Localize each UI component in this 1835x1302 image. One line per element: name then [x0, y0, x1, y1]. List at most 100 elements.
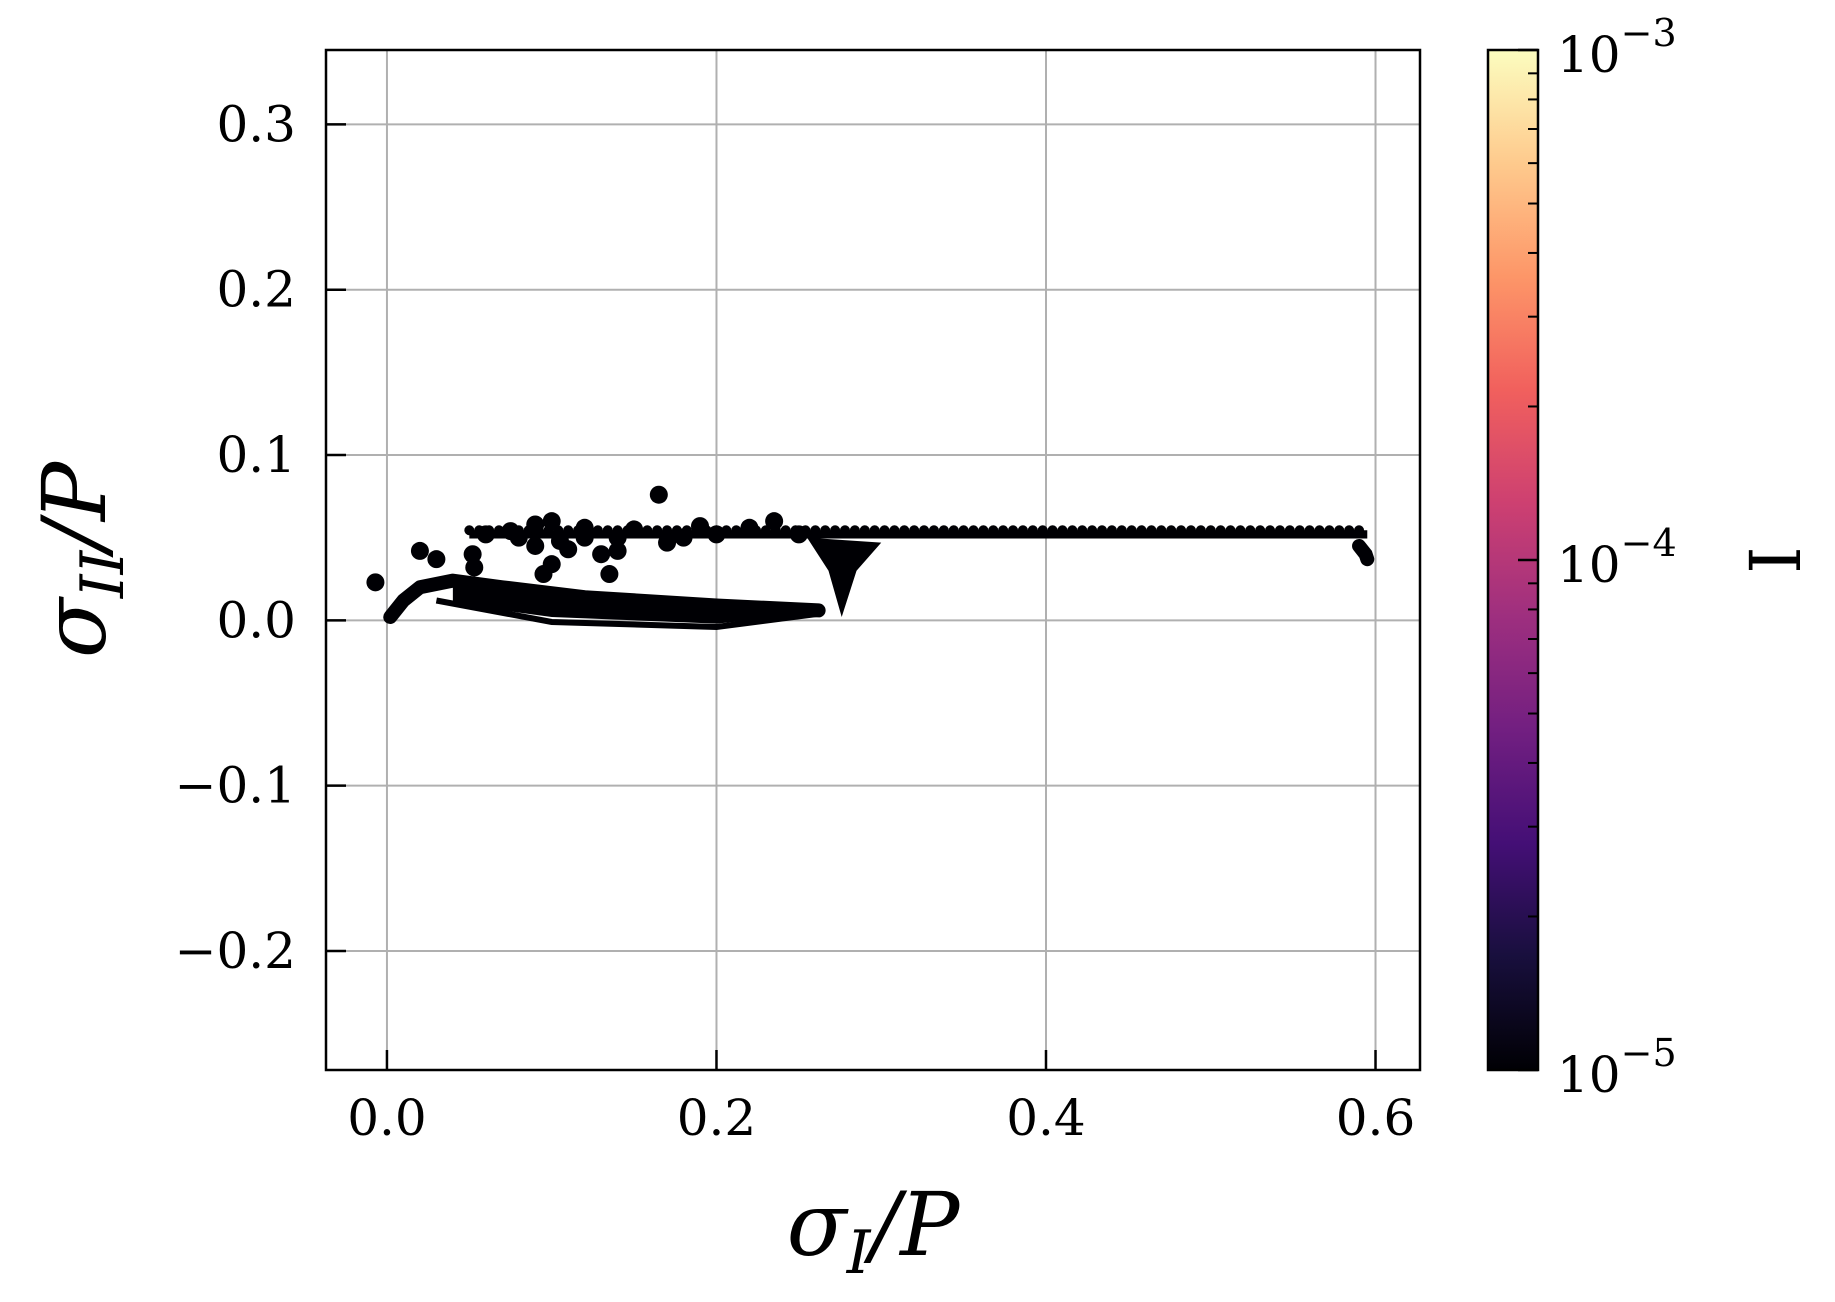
colorbar-label: I — [1735, 546, 1817, 574]
y-tick-label: 0.3 — [216, 95, 296, 153]
band-point — [563, 525, 574, 536]
data-point — [658, 533, 677, 552]
band-point — [869, 525, 880, 536]
band-point — [1176, 525, 1187, 536]
data-point — [691, 517, 710, 536]
data-point — [765, 512, 784, 531]
band-point — [928, 525, 939, 536]
data-point — [592, 545, 611, 564]
x-axis-label-base: σ — [787, 1173, 850, 1276]
data-point — [707, 525, 726, 544]
band-point — [1225, 525, 1236, 536]
data-point — [476, 525, 495, 544]
band-point — [1294, 525, 1305, 536]
data-point — [674, 528, 693, 547]
band-point — [1106, 525, 1117, 536]
x-tick-label: 0.0 — [347, 1089, 427, 1147]
band-point — [1156, 525, 1167, 536]
axis-ticks: 0.0 0.2 0.4 0.6 −0.2 −0.1 0.0 0.1 0.2 0.3 — [175, 95, 1416, 1147]
y-tick-label: 0.0 — [216, 591, 296, 649]
band-point — [1334, 525, 1345, 536]
x-axis-label-rest: /P — [863, 1173, 961, 1276]
band-point — [1274, 525, 1285, 536]
data-point — [608, 528, 627, 547]
band-point — [1027, 525, 1038, 536]
colorbar: 10−5 10−4 10−3 I — [1486, 11, 1817, 1104]
band-point — [889, 525, 900, 536]
band-point — [662, 525, 673, 536]
grid — [326, 50, 1420, 1070]
band-point — [642, 525, 653, 536]
y-tick-label: 0.2 — [216, 261, 296, 319]
band-point — [919, 525, 930, 536]
data-point — [625, 520, 644, 539]
band-point — [1314, 525, 1325, 536]
right-tail — [1352, 538, 1375, 567]
band-point — [1087, 525, 1098, 536]
y-axis-label: σII/P — [23, 460, 138, 658]
y-tick-label: −0.1 — [175, 757, 296, 815]
colorbar-ticks: 10−5 10−4 10−3 — [1518, 11, 1677, 1104]
y-tick-label: 0.1 — [216, 426, 296, 484]
band-point — [1008, 525, 1019, 536]
band-point — [859, 525, 870, 536]
band-point — [1195, 525, 1206, 536]
band-point — [1097, 525, 1108, 536]
band-point — [1344, 525, 1355, 536]
band-point — [1255, 525, 1266, 536]
band-point — [1304, 525, 1315, 536]
data-point — [463, 545, 482, 564]
x-axis-label: σI/P — [787, 1173, 961, 1288]
x-tick-label: 0.2 — [677, 1089, 757, 1147]
x-tick-label: 0.6 — [1336, 1089, 1416, 1147]
data-point — [789, 525, 808, 544]
band-point — [1037, 525, 1048, 536]
colorbar-tick-label: 10−3 — [1557, 11, 1677, 84]
data-point — [526, 536, 545, 555]
x-tick-label: 0.4 — [1006, 1089, 1086, 1147]
band-point — [1166, 525, 1177, 536]
band-point — [958, 525, 969, 536]
data-point — [542, 512, 561, 531]
data-point — [427, 550, 446, 569]
band-point — [849, 525, 860, 536]
band-point — [1245, 525, 1256, 536]
band-point — [1047, 525, 1058, 536]
band-point — [839, 525, 850, 536]
band-point — [780, 525, 791, 536]
data-point — [465, 558, 484, 577]
band-point — [1235, 525, 1246, 536]
data-point — [740, 518, 759, 537]
band-point — [968, 525, 979, 536]
data-point — [608, 541, 627, 560]
band-point — [938, 525, 949, 536]
data-point — [526, 515, 545, 534]
band-point — [988, 525, 999, 536]
band-point — [493, 525, 504, 536]
band-point — [652, 525, 663, 536]
band-point — [899, 525, 910, 536]
lower-arc-fill — [452, 583, 819, 624]
colorbar-tick-label: 10−5 — [1557, 1031, 1677, 1104]
x-axis-label-sub: I — [846, 1218, 872, 1288]
band-point — [1126, 525, 1137, 536]
band-point — [879, 525, 890, 536]
band-point — [1205, 525, 1216, 536]
data-point — [366, 573, 385, 592]
band-point — [1057, 525, 1068, 536]
band-point — [998, 525, 1009, 536]
data-point — [410, 541, 429, 560]
data-point — [649, 485, 668, 504]
upper-band — [469, 530, 1368, 539]
band-point — [592, 525, 603, 536]
band-point — [1067, 525, 1078, 536]
data-point — [600, 565, 619, 584]
y-axis-label-base: σ — [23, 595, 126, 658]
colorbar-tick-label: 10−4 — [1557, 521, 1677, 594]
data-point — [542, 555, 561, 574]
band-point — [731, 525, 742, 536]
band-point — [1146, 525, 1157, 536]
data-point — [559, 540, 578, 559]
band-point — [1077, 525, 1088, 536]
y-axis-label-sub: II — [68, 549, 138, 599]
